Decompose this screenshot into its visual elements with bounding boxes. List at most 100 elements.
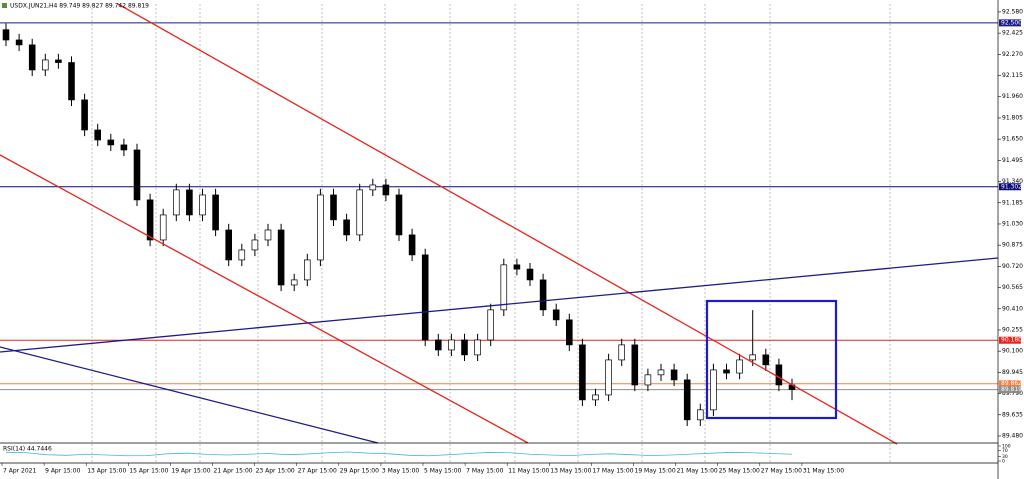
rsi-tick-label: 100 (1002, 444, 1011, 450)
y-tick-label: 91.340 (1002, 178, 1023, 185)
y-tick-label: 91.185 (1002, 199, 1023, 206)
candle-body (159, 214, 167, 241)
candle-body (382, 184, 390, 196)
candle-body (369, 184, 377, 191)
y-tick-label: 91.495 (1002, 157, 1023, 164)
x-tick-label: 25 May 15:00 (719, 468, 760, 475)
y-tick-label: 90.100 (1002, 348, 1023, 355)
candle-body (461, 339, 468, 356)
x-tick-label: 27 Apr 15:00 (298, 468, 337, 475)
candle-body (356, 189, 363, 236)
y-tick-label: 91.650 (1002, 136, 1023, 143)
y-tick-label: 90.410 (1002, 305, 1023, 312)
candle-body (225, 229, 232, 261)
candle-body (474, 339, 481, 356)
x-tick-label: 11 May 15:00 (508, 468, 549, 475)
candle-body (775, 364, 783, 386)
candle-body (133, 149, 141, 201)
rsi-line (5, 451, 793, 457)
candle-body (435, 339, 442, 351)
candle-body (448, 339, 455, 351)
rsi-tick-label: 70 (1002, 448, 1008, 454)
candle-body (592, 394, 599, 401)
candle-body (487, 309, 494, 341)
candle-body (107, 139, 115, 146)
y-tick-label: 92.425 (1002, 30, 1023, 37)
x-tick-label: 13 May 15:00 (550, 468, 591, 475)
trend-line (117, 3, 898, 445)
x-tick-label: 19 May 15:00 (635, 468, 676, 475)
level-label: 89.819 (1001, 386, 1022, 393)
y-tick-label: 91.030 (1002, 220, 1023, 227)
candle-body (762, 354, 770, 366)
vertical-grid (91, 4, 891, 462)
candle-body (749, 354, 756, 361)
candle-body (68, 62, 75, 101)
x-tick-label: 7 May 15:00 (466, 468, 504, 475)
candle-body (526, 268, 534, 281)
candle-body (330, 194, 337, 221)
y-tick-label: 91.805 (1002, 114, 1023, 121)
y-tick-label: 92.580 (1002, 8, 1023, 15)
y-tick-label: 89.790 (1002, 390, 1023, 397)
candle-body (264, 229, 272, 241)
x-tick-label: 19 Apr 15:00 (171, 468, 210, 475)
level-label-box (999, 386, 1021, 394)
candle-body (343, 219, 350, 236)
x-tick-label: 23 Apr 15:00 (256, 468, 295, 475)
y-tick-label: 90.565 (1002, 284, 1023, 291)
candle-body (697, 409, 704, 421)
candle-body (186, 189, 193, 216)
x-tick-label: 31 May 15:00 (803, 468, 844, 475)
candle-body (395, 194, 403, 236)
candle-body (28, 44, 36, 71)
level-label-box (999, 336, 1021, 344)
candle-body (683, 379, 691, 421)
candle-body (736, 359, 743, 374)
candle-body (317, 194, 324, 261)
level-label-box (999, 19, 1021, 27)
rsi-tick-label: 30 (1002, 454, 1008, 460)
candle-body (539, 279, 547, 311)
candle-body (644, 374, 652, 386)
candle-body (421, 254, 429, 341)
candle-body (199, 194, 206, 216)
level-label: 91.302 (1001, 183, 1022, 190)
x-tick-label: 15 Apr 15:00 (129, 468, 168, 475)
x-tick-label: 7 Apr 2021 (3, 468, 36, 475)
candle-body (277, 229, 285, 286)
y-tick-label: 91.960 (1002, 93, 1023, 100)
x-axis: 7 Apr 2021 9 Apr 15:00 13 Apr 15:00 15 Apr … (1, 463, 844, 475)
y-tick-label: 89.635 (1002, 411, 1023, 418)
candle-body (304, 259, 311, 281)
drawings (0, 3, 999, 445)
x-tick-label: 3 May 15:00 (382, 468, 420, 475)
level-label: 90.180 (1001, 337, 1022, 344)
level-label: 89.862 (1001, 380, 1022, 387)
candle-body (173, 189, 180, 216)
candle-body (657, 369, 665, 376)
candle-body (120, 144, 128, 151)
candles (2, 23, 796, 426)
candle-body (710, 369, 717, 411)
candle-body (146, 199, 154, 241)
level-label-box (999, 380, 1021, 388)
y-tick-label: 90.255 (1002, 326, 1023, 333)
x-tick-label: 21 Apr 15:00 (214, 468, 253, 475)
candle-body (513, 264, 521, 270)
candle-body (81, 99, 88, 131)
candle-body (605, 359, 612, 396)
x-tick-label: 13 Apr 15:00 (87, 468, 126, 475)
candle-body (238, 249, 246, 261)
chart-icon (2, 3, 7, 8)
candle-body (2, 29, 10, 41)
candle-body (500, 264, 508, 311)
candle-body (566, 319, 573, 346)
x-tick-label: 17 May 15:00 (592, 468, 633, 475)
candle-body (579, 344, 586, 401)
candle-body (723, 369, 730, 374)
candle-body (94, 129, 101, 141)
